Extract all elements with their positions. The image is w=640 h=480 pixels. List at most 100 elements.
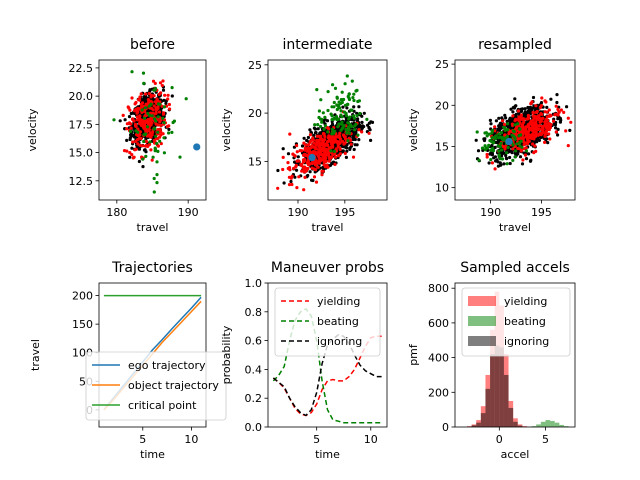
scatter-point <box>492 136 496 140</box>
scatter-point <box>317 161 321 165</box>
scatter-point <box>316 165 320 169</box>
scatter-point <box>357 138 361 142</box>
scatter-point <box>360 120 364 124</box>
scatter-point <box>131 156 135 160</box>
scatter-point <box>519 133 523 137</box>
scatter-point <box>130 146 134 150</box>
scatter-point <box>345 128 349 132</box>
scatter-point <box>311 161 315 165</box>
histogram-bar <box>563 426 569 427</box>
scatter-point <box>480 146 485 150</box>
scatter-point <box>527 139 531 143</box>
scatter-point <box>340 139 345 143</box>
scatter-point <box>332 105 336 109</box>
scatter-point <box>340 90 344 94</box>
histogram-bar <box>517 425 523 427</box>
scatter-point <box>295 150 299 154</box>
scatter-point <box>357 128 361 132</box>
scatter-point <box>289 179 293 184</box>
scatter-point <box>501 119 505 123</box>
legend-box <box>85 351 227 421</box>
scatter-point <box>519 139 523 143</box>
scatter-point <box>314 180 319 184</box>
scatter-point <box>133 148 137 152</box>
scatter-point <box>355 88 359 92</box>
scatter-point <box>286 161 290 165</box>
y-tick-label: 20.0 <box>69 90 94 103</box>
scatter-point <box>308 170 312 174</box>
scatter-point <box>555 93 559 97</box>
scatter-point <box>302 188 306 192</box>
y-tick-label: 15.0 <box>69 147 94 160</box>
scatter-point <box>527 127 531 131</box>
x-tick-label: 195 <box>334 206 355 219</box>
scatter-point <box>141 165 145 169</box>
legend-entry: ego trajectory <box>128 359 206 372</box>
scatter-point <box>326 130 330 134</box>
scatter-point <box>304 143 308 147</box>
scatter-point <box>320 158 324 162</box>
scatter-point <box>142 116 147 120</box>
scatter-point <box>538 120 542 124</box>
x-tick-label: 190 <box>178 206 199 219</box>
scatter-point <box>549 97 553 101</box>
scatter-point <box>302 136 306 140</box>
scatter-point <box>524 149 529 153</box>
scatter-point <box>297 159 301 163</box>
scatter-point <box>320 169 324 173</box>
scatter-point <box>156 115 160 119</box>
scatter-point <box>337 117 341 121</box>
scatter-point <box>159 142 163 146</box>
histogram-bar <box>522 426 527 427</box>
scatter-point <box>316 127 320 131</box>
scatter-point <box>514 149 518 153</box>
scatter-point <box>487 132 491 136</box>
scatter-point <box>513 155 518 159</box>
scatter-point <box>139 92 143 96</box>
scatter-point <box>339 98 343 102</box>
legend-box <box>274 287 381 357</box>
scatter-point <box>487 143 491 147</box>
resampled-title: resampled <box>478 37 552 53</box>
histogram-bar <box>503 374 509 427</box>
scatter-point <box>490 161 494 165</box>
x-tick-label: 5 <box>139 433 146 446</box>
histogram-bar <box>467 426 472 427</box>
scatter-point <box>554 130 559 134</box>
scatter-point <box>299 163 303 167</box>
scatter-point <box>532 137 536 141</box>
scatter-point <box>347 117 351 121</box>
scatter-point <box>321 111 325 115</box>
scatter-point <box>149 148 153 152</box>
scatter-point <box>516 122 520 126</box>
scatter-point <box>497 153 501 157</box>
scatter-point <box>543 134 547 138</box>
scatter-point <box>159 123 163 127</box>
scatter-point <box>544 100 548 104</box>
scatter-point <box>144 154 148 158</box>
scatter-point <box>346 125 351 129</box>
histogram-bar <box>545 420 551 427</box>
scatter-point <box>161 112 166 116</box>
scatter-point <box>141 157 145 161</box>
scatter-point <box>166 93 170 97</box>
scatter-point <box>357 99 361 103</box>
scatter-point <box>335 140 339 144</box>
scatter-point <box>541 116 545 120</box>
scatter-point <box>330 132 334 136</box>
scatter-point <box>143 124 147 128</box>
scatter-point <box>356 133 360 137</box>
scatter-point <box>519 107 523 111</box>
scatter-point <box>344 111 348 115</box>
scatter-point <box>318 142 322 146</box>
scatter-point <box>340 120 344 124</box>
scatter-point <box>556 117 560 121</box>
scatter-point <box>514 132 519 136</box>
scatter-point <box>342 135 346 139</box>
scatter-point <box>537 114 541 118</box>
scatter-point <box>306 135 310 140</box>
scatter-point <box>330 118 334 122</box>
scatter-point <box>137 159 141 164</box>
scatter-point <box>308 128 312 132</box>
scatter-point <box>497 132 501 136</box>
